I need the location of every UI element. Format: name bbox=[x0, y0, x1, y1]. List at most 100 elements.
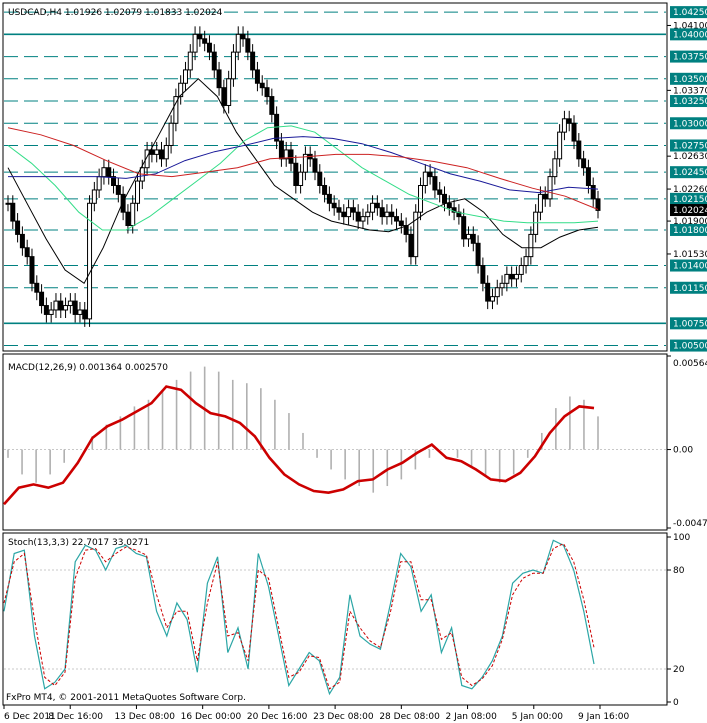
candle-body bbox=[561, 118, 567, 133]
candle-body bbox=[10, 202, 16, 222]
candle-body bbox=[34, 282, 40, 293]
candle-body bbox=[360, 216, 366, 222]
candle-body bbox=[72, 300, 78, 315]
stoch-title: Stoch(13,3,3) 22.7017 33.0271 bbox=[8, 538, 149, 548]
candle-body bbox=[63, 305, 69, 311]
candle-body bbox=[269, 96, 275, 115]
candle-body bbox=[422, 171, 428, 187]
candle-body bbox=[211, 51, 217, 71]
macd-title: MACD(12,26,9) 0.001364 0.002570 bbox=[8, 363, 168, 373]
candle-body bbox=[585, 167, 591, 187]
time-tick-label: 5 Jan 00:00 bbox=[512, 712, 564, 722]
ma-line-blue bbox=[8, 136, 599, 194]
price-level-tag bbox=[670, 6, 707, 19]
candle-body bbox=[504, 273, 510, 284]
candle-body bbox=[197, 33, 203, 40]
time-tick-label: 9 Jan 16:00 bbox=[578, 712, 630, 722]
candle-body bbox=[451, 207, 457, 213]
time-tick-label: 20 Dec 16:00 bbox=[247, 712, 308, 722]
footer-copyright: FxPro MT4, © 2001-2011 MetaQuotes Softwa… bbox=[6, 693, 246, 703]
candle-body bbox=[408, 233, 414, 258]
time-tick-label: 13 Dec 08:00 bbox=[114, 712, 175, 722]
time-tick-label: 2 Jan 08:00 bbox=[446, 712, 498, 722]
candle-body bbox=[317, 171, 323, 187]
candle-body bbox=[130, 202, 136, 227]
current-price-tag bbox=[670, 204, 707, 217]
price-level-label: 1.01400 bbox=[673, 262, 707, 272]
candle-body bbox=[465, 233, 471, 240]
price-level-label: 1.02150 bbox=[673, 195, 707, 205]
candle-body bbox=[590, 185, 596, 200]
time-tick-label: 23 Dec 08:00 bbox=[313, 712, 374, 722]
candle-body bbox=[58, 300, 64, 311]
price-level-tag bbox=[670, 281, 707, 294]
candle-body bbox=[513, 273, 519, 280]
candle-body bbox=[250, 51, 256, 71]
candle-body bbox=[173, 96, 179, 124]
stoch-tick-label: 20 bbox=[673, 665, 685, 675]
candle-body bbox=[77, 309, 83, 315]
candle-body bbox=[5, 202, 11, 205]
candle-body bbox=[537, 193, 543, 213]
candle-body bbox=[547, 176, 553, 200]
candle-body bbox=[470, 233, 476, 244]
candle-body bbox=[264, 87, 270, 98]
candle-body bbox=[87, 202, 93, 320]
candle-body bbox=[595, 198, 601, 211]
macd-panel bbox=[2, 353, 668, 531]
candle-body bbox=[216, 69, 222, 89]
price-level-label: 1.02750 bbox=[673, 141, 707, 151]
candle-body bbox=[82, 309, 88, 320]
macd-tick-label: -0.00473 bbox=[673, 519, 707, 529]
candle-body bbox=[206, 42, 212, 53]
candle-body bbox=[111, 176, 117, 187]
candle-body bbox=[29, 256, 35, 284]
candle-body bbox=[528, 233, 534, 258]
candle-body bbox=[576, 140, 582, 160]
candle-body bbox=[379, 207, 385, 218]
macd-signal-line bbox=[3, 385, 595, 506]
candle-body bbox=[245, 38, 251, 53]
candle-body bbox=[398, 220, 404, 227]
candle-body bbox=[499, 282, 505, 289]
candle-body bbox=[48, 309, 54, 315]
candle-body bbox=[187, 51, 193, 71]
candle-body bbox=[101, 167, 107, 178]
price-level-label: 1.04000 bbox=[673, 30, 707, 40]
candle-body bbox=[221, 87, 227, 106]
macd-tick-label: 0.00564 bbox=[673, 359, 707, 369]
ma-line-cyan bbox=[7, 125, 599, 231]
ohlc-values: 1.01926 1.02079 1.01833 1.02024 bbox=[65, 8, 223, 18]
candle-body bbox=[509, 273, 515, 280]
candle-body bbox=[288, 149, 294, 164]
candle-body bbox=[274, 113, 280, 142]
candle-body bbox=[144, 149, 150, 169]
price-tick-label: 1.04100 bbox=[673, 21, 707, 31]
candle-body bbox=[168, 122, 174, 146]
stoch-tick-label: 0 bbox=[673, 698, 679, 708]
candlesticks bbox=[5, 26, 601, 327]
price-level-label: 1.03500 bbox=[673, 75, 707, 85]
time-tick-label: 6 Dec 2011 bbox=[4, 712, 56, 722]
price-level-label: 1.00750 bbox=[673, 319, 707, 329]
price-level-label: 1.03250 bbox=[673, 97, 707, 107]
candle-body bbox=[571, 122, 577, 142]
price-level-tag bbox=[670, 50, 707, 63]
candle-body bbox=[182, 69, 188, 84]
candle-body bbox=[135, 180, 141, 204]
time-tick-label: 28 Dec 08:00 bbox=[379, 712, 440, 722]
candle-body bbox=[518, 265, 524, 275]
candle-body bbox=[67, 300, 73, 307]
stoch-main-line bbox=[3, 539, 595, 696]
candle-body bbox=[226, 78, 232, 106]
moving-averages bbox=[7, 78, 599, 285]
candle-body bbox=[163, 144, 169, 160]
candle-body bbox=[432, 176, 438, 191]
price-level-label: 1.01150 bbox=[673, 284, 707, 294]
candle-body bbox=[370, 202, 376, 213]
candle-body bbox=[413, 211, 419, 258]
candle-body bbox=[120, 193, 126, 213]
candle-body bbox=[235, 33, 241, 53]
